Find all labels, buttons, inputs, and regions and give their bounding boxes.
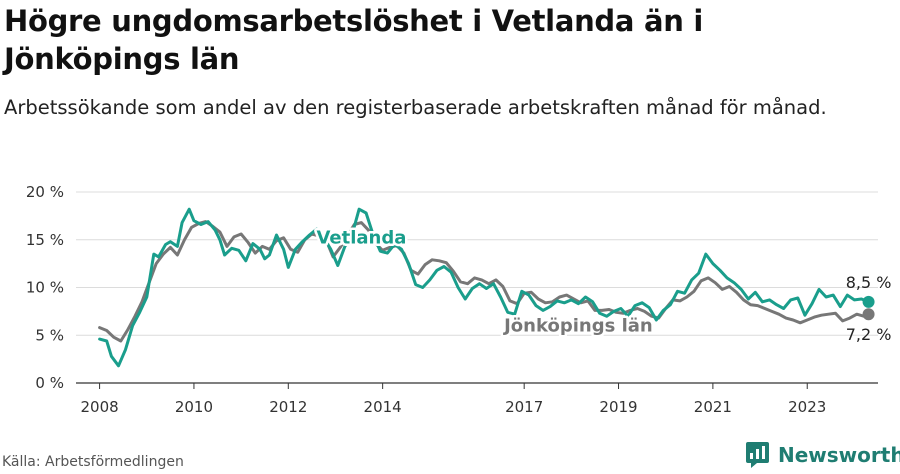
source-note: Källa: Arbetsförmedlingen [2,454,184,470]
end-label-lan: 7,2 % [846,325,892,344]
y-tick-label: 0 % [35,374,64,392]
page-title: Högre ungdomsarbetslöshet i Vetlanda än … [4,4,704,76]
x-tick-label: 2021 [694,398,732,416]
y-tick-label: 10 % [26,279,64,297]
x-tick-label: 2014 [364,398,402,416]
label-layer: Vetlanda Jönköpings län 8,5 % 7,2 % [314,225,892,344]
series-line-lan [98,220,871,343]
logo-text: Newsworthy [778,443,900,467]
axis-layer: 0 % 5 % 10 % 15 % 20 % 2008 2010 2012 2014 2017 20… [26,183,878,416]
x-tick-label: 2010 [175,398,213,416]
line-chart: 0 % 5 % 10 % 15 % 20 % 2008 2010 2012 2014 2017 20… [26,183,892,416]
y-tick-label: 20 % [26,183,64,201]
series-label-vetlanda: Vetlanda [316,228,406,249]
end-label-vetlanda: 8,5 % [846,273,892,292]
y-tick-label: 15 % [26,231,64,249]
y-tick-label: 5 % [35,326,64,344]
series-label-lan: Jönköpings län [502,315,653,336]
x-tick-label: 2012 [269,398,307,416]
series-end-dot-lan [862,308,875,321]
x-tick-label: 2023 [788,398,826,416]
newsworthy-logo-icon [746,442,769,468]
series-end-dot-vetlanda [862,295,875,308]
x-tick-label: 2017 [505,398,543,416]
series-layer [98,207,875,368]
grid-layer [76,191,878,336]
x-tick-label: 2008 [80,398,118,416]
series-line-vetlanda [98,207,871,368]
newsworthy-logo[interactable]: Newsworthy [745,440,900,470]
x-tick-label: 2019 [599,398,637,416]
page-subtitle: Arbetssökande som andel av den registerb… [4,96,827,119]
